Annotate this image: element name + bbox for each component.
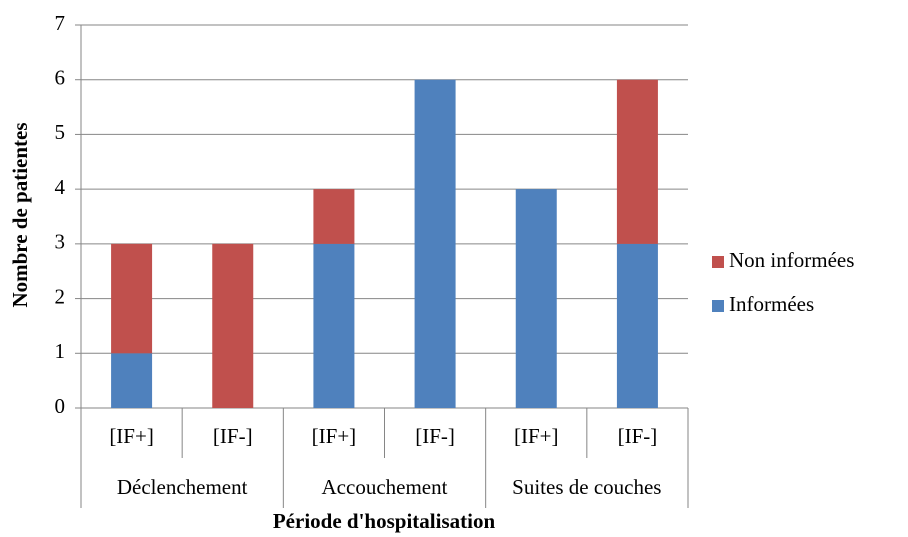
legend-label: Informées xyxy=(729,292,814,316)
group-label: Déclenchement xyxy=(117,475,248,499)
y-tick-label: 5 xyxy=(55,120,66,144)
y-tick-label: 3 xyxy=(55,230,66,254)
x-tick-label: [IF-] xyxy=(213,424,253,448)
bar-segment xyxy=(616,243,658,408)
y-tick-label: 0 xyxy=(55,394,66,418)
bar-segment xyxy=(616,79,658,244)
legend-swatch xyxy=(712,256,724,268)
x-tick-label: [IF+] xyxy=(109,424,154,448)
legend-label: Non informées xyxy=(729,248,854,272)
x-tick-label: [IF+] xyxy=(514,424,559,448)
legend-swatch xyxy=(712,300,724,312)
x-axis-title: Période d'hospitalisation xyxy=(273,509,496,533)
bar-segment xyxy=(414,79,456,408)
bar-segment xyxy=(111,243,153,354)
x-tick-label: [IF-] xyxy=(618,424,658,448)
bar-segment xyxy=(111,353,153,408)
bar-segment xyxy=(212,243,254,408)
bar-segment xyxy=(313,189,355,244)
group-label: Accouchement xyxy=(322,475,448,499)
x-tick-label: [IF+] xyxy=(312,424,357,448)
y-tick-label: 7 xyxy=(55,11,66,35)
bar-segment xyxy=(515,189,557,408)
group-label: Suites de couches xyxy=(512,475,661,499)
y-tick-label: 6 xyxy=(55,66,66,90)
y-axis-title: Nombre de patientes xyxy=(8,122,32,307)
y-tick-label: 4 xyxy=(55,175,66,199)
y-tick-label: 1 xyxy=(55,339,66,363)
x-tick-label: [IF-] xyxy=(415,424,455,448)
y-tick-label: 2 xyxy=(55,284,66,308)
bar-segment xyxy=(313,243,355,408)
